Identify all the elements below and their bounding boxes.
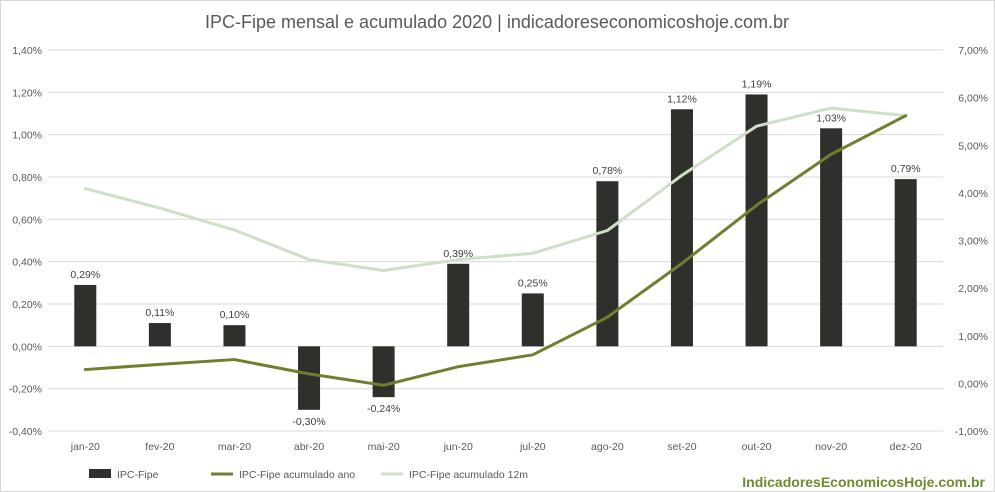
left-tick-label: -0,40% <box>9 426 42 438</box>
right-axis-ticks: -1,00% 0,00% 1,00% 2,00% 3,00% 4,00% 5,00% 6,00… <box>955 45 988 438</box>
left-tick-label: 0,60% <box>12 214 42 226</box>
bar-data-label: -0,24% <box>367 403 400 415</box>
chart-title: IPC-Fipe mensal e acumulado 2020 | indic… <box>205 12 789 32</box>
bar-data-label: 0,39% <box>443 248 473 260</box>
bar-data-label: 1,03% <box>816 112 846 124</box>
legend-label: IPC-Fipe acumulado ano <box>239 469 355 481</box>
bar-data-label: 0,11% <box>145 307 174 319</box>
bar-data-label: -0,30% <box>292 416 325 428</box>
bar-data-label: 0,25% <box>518 277 548 289</box>
left-tick-label: 1,00% <box>12 130 42 142</box>
left-tick-label: 1,20% <box>12 87 42 99</box>
right-tick-label: 1,00% <box>958 331 988 343</box>
watermark-text: IndicadoresEconomicosHoje.com.br <box>742 474 985 490</box>
x-tick-label: jun-20 <box>443 441 473 453</box>
x-tick-label: mar-20 <box>218 441 251 453</box>
x-tick-label: fev-20 <box>145 441 174 453</box>
x-tick-label: abr-20 <box>294 441 325 453</box>
right-tick-label: 4,00% <box>958 188 988 200</box>
bar-data-label: 1,12% <box>667 93 697 105</box>
x-tick-label: out-20 <box>742 441 772 453</box>
bar-data-label: 0,29% <box>70 269 100 281</box>
bar <box>521 293 544 347</box>
legend-label: IPC-Fipe acumulado 12m <box>409 469 528 481</box>
bar <box>223 325 246 347</box>
left-tick-label: 0,40% <box>12 257 42 269</box>
x-tick-label: nov-20 <box>815 441 847 453</box>
right-tick-label: 2,00% <box>958 283 988 295</box>
bar-data-label: 0,79% <box>891 163 921 175</box>
bar <box>372 346 395 398</box>
bar <box>670 109 693 347</box>
left-tick-label: 0,20% <box>12 299 42 311</box>
x-tick-label: jan-20 <box>70 441 100 453</box>
bar <box>447 263 470 347</box>
x-tick-label: jul-20 <box>519 441 546 453</box>
right-tick-label: -1,00% <box>955 426 988 438</box>
bar <box>745 94 768 347</box>
bar <box>596 181 619 347</box>
bar <box>298 346 321 410</box>
bar <box>148 323 171 347</box>
legend: IPC-Fipe IPC-Fipe acumulado ano IPC-Fipe a… <box>89 469 528 481</box>
right-tick-label: 0,00% <box>958 378 988 390</box>
x-tick-label: dez-20 <box>890 441 922 453</box>
left-tick-label: 1,40% <box>12 45 42 57</box>
right-tick-label: 6,00% <box>958 93 988 105</box>
x-tick-label: ago-20 <box>591 441 624 453</box>
bar <box>74 284 97 347</box>
left-tick-label: -0,20% <box>9 384 42 396</box>
series-line <box>83 114 908 387</box>
right-tick-label: 7,00% <box>958 45 988 57</box>
right-tick-label: 5,00% <box>958 140 988 152</box>
legend-swatch <box>89 469 111 478</box>
bar <box>894 179 917 347</box>
left-tick-label: 0,80% <box>12 172 42 184</box>
bar-data-label: 1,19% <box>742 78 772 90</box>
left-axis-ticks: -0,40% -0,20% 0,00% 0,20% 0,40% 0,60% 0,80% 1,0… <box>9 45 42 438</box>
bar-data-labels: 0,29% 0,11% 0,10% -0,30% -0,24% 0,39% 0,25% 0,7… <box>70 78 920 427</box>
right-tick-label: 3,00% <box>958 236 988 248</box>
legend-label: IPC-Fipe <box>117 469 159 481</box>
x-tick-label: set-20 <box>667 441 696 453</box>
x-tick-label: mai-20 <box>368 441 400 453</box>
left-tick-label: 0,00% <box>12 341 42 353</box>
bar-data-label: 0,10% <box>220 309 250 321</box>
x-axis-ticks: jan-20 fev-20 mar-20 abr-20 mai-20 jun-20 jul-… <box>70 441 922 453</box>
series-line <box>83 106 908 273</box>
bar-series <box>74 94 917 410</box>
line-series <box>83 106 908 387</box>
bar <box>820 128 843 347</box>
gridlines <box>48 49 943 432</box>
bar-data-label: 0,78% <box>592 165 622 177</box>
